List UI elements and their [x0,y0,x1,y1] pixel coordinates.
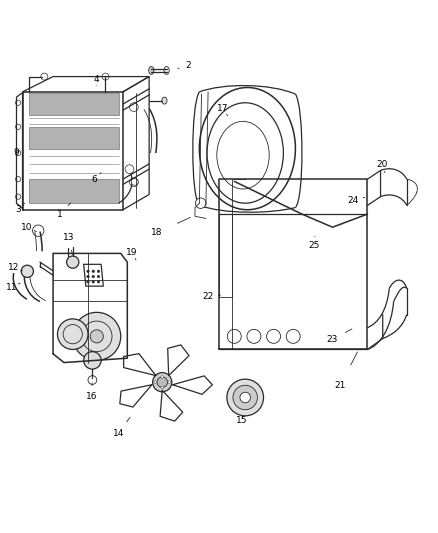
Circle shape [21,265,33,277]
Circle shape [88,376,97,384]
Circle shape [240,392,251,403]
Circle shape [15,100,21,106]
Text: 4: 4 [94,75,99,84]
Ellipse shape [164,67,169,75]
Text: 11: 11 [6,283,18,292]
Text: 22: 22 [202,292,214,301]
Circle shape [130,178,138,187]
Circle shape [87,270,89,272]
Circle shape [73,312,121,360]
Circle shape [247,329,261,343]
Text: 1: 1 [57,209,63,219]
Circle shape [130,103,138,111]
Circle shape [57,319,88,350]
Circle shape [267,329,281,343]
Text: 9: 9 [13,148,19,157]
Circle shape [152,373,172,392]
Circle shape [41,73,48,80]
Circle shape [92,275,95,278]
Text: 3: 3 [15,205,21,214]
Circle shape [67,256,79,268]
Circle shape [92,280,95,283]
Circle shape [168,381,170,384]
Text: 13: 13 [63,233,74,242]
Circle shape [92,270,95,272]
Circle shape [97,275,100,278]
Polygon shape [29,93,119,115]
Circle shape [131,179,138,185]
Text: 12: 12 [8,263,19,272]
Circle shape [161,376,163,378]
Circle shape [87,280,89,283]
Circle shape [157,377,167,387]
Circle shape [15,194,21,199]
Circle shape [97,280,100,283]
Circle shape [125,165,134,174]
Circle shape [154,381,156,384]
Text: 6: 6 [92,175,97,184]
Ellipse shape [149,67,154,75]
Circle shape [90,330,103,343]
Circle shape [15,176,21,182]
Text: 17: 17 [217,103,228,112]
Circle shape [87,275,89,278]
Circle shape [286,329,300,343]
Text: 2: 2 [186,61,191,70]
Text: 15: 15 [237,416,248,425]
Ellipse shape [162,97,167,104]
Circle shape [161,386,163,389]
Polygon shape [29,179,119,203]
Text: 25: 25 [308,241,320,250]
Circle shape [84,352,101,369]
Circle shape [195,198,206,208]
Circle shape [233,385,258,410]
Circle shape [97,270,100,272]
Text: 16: 16 [86,392,97,401]
Circle shape [15,150,21,156]
Circle shape [15,124,21,130]
Circle shape [102,73,109,80]
Text: 19: 19 [126,248,138,256]
Text: 21: 21 [335,381,346,390]
Circle shape [227,379,264,416]
Text: 23: 23 [326,335,337,344]
Text: 18: 18 [151,228,163,237]
Text: 10: 10 [21,223,33,232]
Text: 20: 20 [376,160,388,169]
Text: 24: 24 [348,196,359,205]
Polygon shape [29,127,119,149]
Circle shape [227,329,241,343]
Text: 14: 14 [113,429,124,438]
